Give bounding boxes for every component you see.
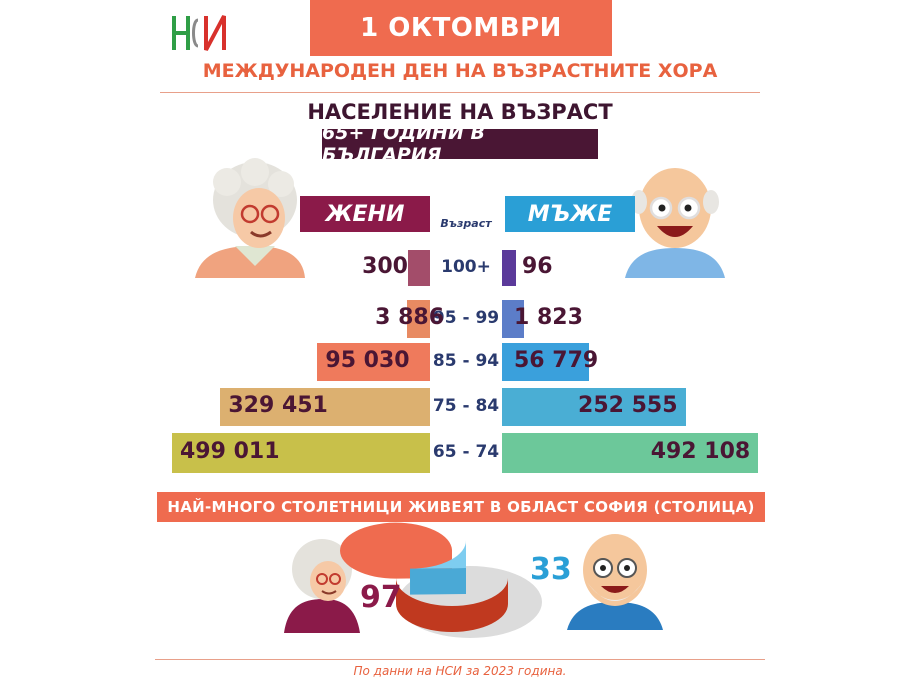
grandfather-icon-2 (567, 534, 663, 630)
age-axis-header: Възраст (440, 217, 492, 230)
bar-women (408, 250, 430, 286)
divider-top (160, 92, 760, 93)
chart-title: НАСЕЛЕНИЕ НА ВЪЗРАСТ (307, 100, 613, 124)
value-label-women: 95 030 (325, 348, 410, 373)
subtitle: МЕЖДУНАРОДЕН ДЕН НА ВЪЗРАСТНИТЕ ХОРА (202, 60, 718, 82)
centenarians-women-value: 97 (360, 580, 402, 615)
value-label-women: 3 886 (375, 305, 444, 330)
value-label-men: 1 823 (514, 305, 583, 330)
value-label-men: 492 108 (650, 439, 751, 464)
bar-men (502, 250, 516, 286)
grandmother-icon (195, 158, 305, 278)
bar-women (317, 343, 430, 381)
bar-men (502, 343, 590, 381)
age-label: 95 - 99 (432, 308, 500, 328)
bar-men (502, 433, 759, 473)
age-label: 100+ (441, 257, 491, 277)
bar-women (220, 388, 430, 426)
grandmother-icon-2 (284, 539, 360, 633)
source-footnote: По данни на НСИ за 2023 година. (353, 664, 567, 678)
legend-women: ЖЕНИ (300, 196, 430, 232)
pie-slice-men (410, 540, 467, 569)
pie-slice-women (340, 522, 452, 579)
bar-women (172, 433, 430, 473)
nsi-logo (172, 15, 226, 51)
grandfather-icon (625, 168, 725, 278)
pie-slice-men-side (410, 568, 466, 595)
centenarian-pie (340, 522, 542, 638)
chart-title-line2: 65+ ГОДИНИ В БЪЛГАРИЯ (322, 122, 598, 166)
age-label: 65 - 74 (432, 442, 500, 462)
centenarian-banner: НАЙ-МНОГО СТОЛЕТНИЦИ ЖИВЕЯТ В ОБЛАСТ СОФ… (157, 492, 765, 522)
bar-women (407, 300, 430, 338)
legend-men: МЪЖЕ (505, 196, 635, 232)
centenarians-men-value: 33 (530, 552, 572, 587)
bar-men (502, 300, 524, 338)
date-banner: 1 ОКТОМВРИ (310, 0, 612, 56)
value-label-men: 96 (522, 254, 553, 279)
value-label-women: 329 451 (228, 393, 328, 418)
divider-bottom (155, 659, 765, 660)
value-label-men: 252 555 (578, 393, 678, 418)
value-label-women: 499 011 (180, 439, 280, 464)
pie-slice-women-side (396, 578, 508, 632)
value-label-men: 56 779 (514, 348, 599, 373)
age-label: 85 - 94 (432, 351, 500, 371)
value-label-women: 300 (362, 254, 408, 279)
bar-men (502, 388, 686, 426)
age-label: 75 - 84 (432, 396, 500, 416)
